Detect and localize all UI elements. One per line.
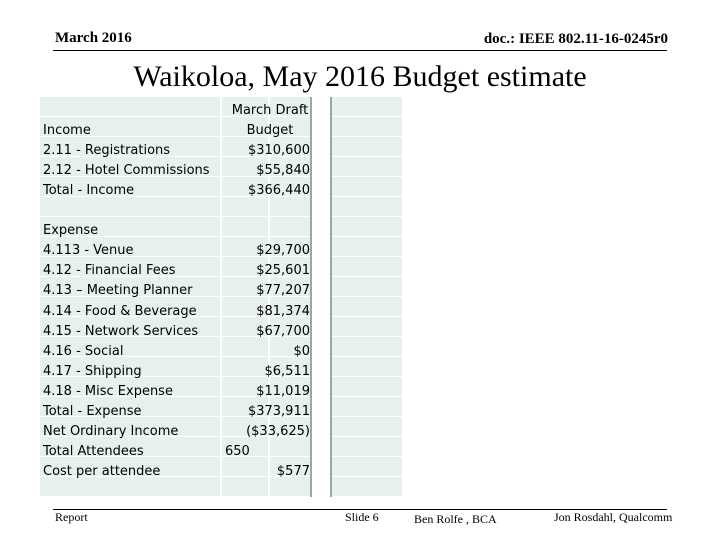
table-row-value: $11,019 [256,384,310,399]
table-row-label: 4.18 - Misc Expense [43,384,173,399]
table-row-label: 4.13 – Meeting Planner [43,283,193,298]
table-row-label: 4.17 - Shipping [43,364,142,379]
attendees-label: Total Attendees [43,444,144,459]
attendees-value: 650 [225,444,250,459]
table-row-value: $310,600 [247,143,310,158]
table-row-label: 4.14 - Food & Beverage [43,304,197,319]
footer-author-1: Ben Rolfe , BCA [414,512,497,526]
table-row-value: $366,440 [247,183,310,198]
header-doc-id: doc.: IEEE 802.11-16-0245r0 [483,31,668,47]
cost-per-attendee-label: Cost per attendee [43,464,161,479]
expense-section-label: Expense [43,223,99,238]
table-row-value: $67,700 [256,324,310,339]
table-row-label: Net Ordinary Income [43,424,179,439]
table-row-label: Total - Expense [43,404,142,419]
table-row-value: $77,207 [256,283,310,298]
table-row-label: 4.15 - Network Services [43,324,199,339]
slide-title: Waikoloa, May 2016 Budget estimate [133,60,587,93]
table-row-label: 2.12 - Hotel Commissions [43,163,210,178]
table-row-value: $25,601 [256,263,310,278]
table-row-value: ($33,625) [246,424,310,439]
header-rule [53,50,667,51]
income-section-label: Income [43,123,91,138]
table-row-value: $373,911 [247,404,310,419]
footer-slide-number: Slide 6 [345,510,379,524]
footer-report: Report [55,510,88,524]
header-date: March 2016 [55,30,132,46]
table-row-label: 4.12 - Financial Fees [43,263,176,278]
table-row-value: $6,511 [264,364,311,379]
table-row-label: Total - Income [43,183,135,198]
footer-rule [53,509,667,510]
table-row-value: $0 [293,344,310,359]
table-row-label: 4.16 - Social [43,344,124,359]
table-row-value: $29,700 [256,243,310,258]
footer-author-2: Jon Rosdahl, Qualcomm [554,510,673,524]
table-row-label: 4.113 - Venue [43,243,134,258]
table-row-value: $55,840 [256,163,310,178]
cost-per-attendee-value: $577 [276,464,310,479]
column-header-line2: Budget [246,123,294,138]
table-row-value: $81,374 [256,304,310,319]
table-row-label: 2.11 - Registrations [43,143,171,158]
column-header-line1: March Draft [231,103,309,118]
